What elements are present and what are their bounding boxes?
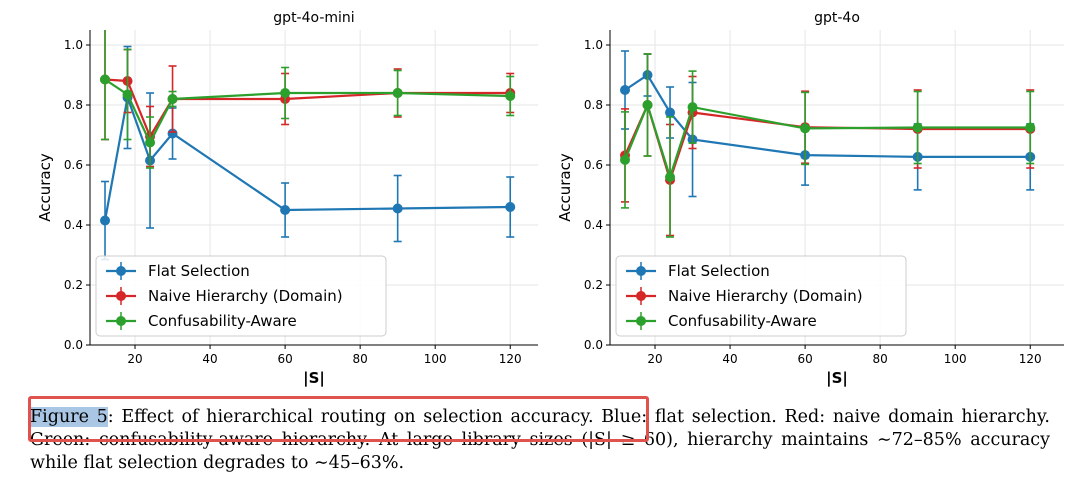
x-tick-label: 120 bbox=[499, 352, 522, 366]
series-confusability-aware bbox=[620, 53, 1036, 238]
data-point bbox=[392, 203, 403, 214]
data-point bbox=[665, 172, 676, 182]
x-tick-label: 20 bbox=[647, 352, 662, 366]
data-point bbox=[280, 88, 291, 98]
data-point bbox=[620, 85, 631, 95]
legend-label: Flat Selection bbox=[148, 262, 250, 280]
y-tick-label: 0.8 bbox=[64, 98, 83, 112]
data-point bbox=[280, 205, 291, 215]
data-point bbox=[1025, 122, 1036, 133]
y-tick-label: 0.8 bbox=[584, 98, 603, 112]
legend: Flat Selection Naive Hierarchy (Domain) Co… bbox=[95, 255, 387, 337]
x-tick-label: 80 bbox=[873, 352, 888, 366]
chart-title: gpt-4o-mini bbox=[273, 10, 354, 26]
data-point bbox=[392, 88, 403, 98]
legend-label: Confusability-Aware bbox=[148, 312, 297, 330]
y-tick-label: 0.4 bbox=[64, 218, 83, 232]
x-tick-label: 120 bbox=[1019, 352, 1042, 366]
y-tick-label: 1.0 bbox=[584, 38, 603, 52]
highlight-box bbox=[28, 396, 649, 442]
figure-caption: Figure 5: Effect of hierarchical routing… bbox=[30, 406, 1050, 475]
chart-gpt-4o-mini: 20 40 60 80 100 120 0.0 0.2 0.4 0.6 0.8 1.0 gpt-4o-m… bbox=[36, 10, 538, 388]
series-line bbox=[624, 73, 1031, 158]
legend-item-flat-selection: Flat Selection bbox=[626, 262, 770, 280]
data-point bbox=[642, 100, 653, 110]
y-tick-label: 0.6 bbox=[64, 158, 83, 172]
x-tick-label: 100 bbox=[424, 352, 447, 366]
data-point bbox=[665, 107, 676, 118]
y-tick-label: 0.2 bbox=[64, 278, 83, 292]
y-tick-label: 0.0 bbox=[584, 338, 603, 352]
chart-gpt-4o: 20 40 60 80 100 120 0.0 0.2 0.4 0.6 0.8 1.0 gpt-4o |S… bbox=[556, 10, 1064, 388]
series-flat-selection bbox=[620, 50, 1036, 198]
y-tick-label: 0.2 bbox=[584, 278, 603, 292]
x-axis-label: |S| bbox=[303, 369, 325, 388]
y-axis-label: Accuracy bbox=[556, 153, 574, 222]
series-line bbox=[104, 78, 511, 145]
series-naive-hierarchy-domain bbox=[620, 53, 1036, 237]
data-point bbox=[145, 137, 156, 148]
y-axis-label: Accuracy bbox=[36, 153, 54, 222]
x-tick-label: 60 bbox=[277, 352, 292, 366]
legend-label: Naive Hierarchy (Domain) bbox=[148, 287, 343, 305]
x-tick-label: 20 bbox=[127, 352, 142, 366]
series-line bbox=[623, 101, 1031, 181]
x-tick-label: 40 bbox=[202, 352, 217, 366]
legend-item-naive-hierarchy-domain: Naive Hierarchy (Domain) bbox=[106, 287, 343, 305]
legend-box bbox=[95, 255, 387, 337]
x-tick-label: 100 bbox=[944, 352, 967, 366]
series-line bbox=[104, 78, 511, 139]
data-point bbox=[122, 89, 133, 100]
x-axis-label: |S| bbox=[826, 369, 848, 388]
y-tick-label: 0.4 bbox=[584, 218, 603, 232]
data-point bbox=[505, 91, 516, 101]
data-point bbox=[100, 74, 111, 85]
data-point bbox=[620, 154, 631, 165]
x-tick-label: 60 bbox=[797, 352, 812, 366]
x-tick-label: 40 bbox=[722, 352, 737, 366]
series-line bbox=[103, 93, 511, 221]
legend-label: Naive Hierarchy (Domain) bbox=[668, 287, 863, 305]
legend-item-flat-selection: Flat Selection bbox=[106, 262, 250, 280]
legend-label: Confusability-Aware bbox=[668, 312, 817, 330]
data-point bbox=[912, 122, 923, 133]
legend-item-naive-hierarchy-domain: Naive Hierarchy (Domain) bbox=[626, 287, 863, 305]
series-confusability-aware bbox=[100, 30, 516, 169]
x-tick-label: 80 bbox=[353, 352, 368, 366]
data-point bbox=[800, 123, 811, 134]
legend-item-confusability-aware: Confusability-Aware bbox=[626, 312, 817, 330]
series-flat-selection bbox=[100, 45, 516, 261]
legend-box bbox=[615, 255, 907, 337]
y-tick-label: 0.6 bbox=[584, 158, 603, 172]
series-line bbox=[624, 101, 1031, 184]
legend-item-confusability-aware: Confusability-Aware bbox=[106, 312, 297, 330]
data-point bbox=[687, 102, 698, 113]
figure-label: Figure 5 bbox=[30, 407, 108, 427]
chart-title: gpt-4o bbox=[814, 10, 860, 26]
data-point bbox=[505, 202, 516, 212]
y-tick-label: 0.0 bbox=[64, 338, 83, 352]
y-tick-label: 1.0 bbox=[64, 38, 83, 52]
legend: Flat Selection Naive Hierarchy (Domain) Co… bbox=[615, 255, 907, 337]
data-point bbox=[167, 94, 178, 104]
legend-label: Flat Selection bbox=[668, 262, 770, 280]
data-point bbox=[167, 128, 178, 139]
data-point bbox=[100, 215, 111, 226]
